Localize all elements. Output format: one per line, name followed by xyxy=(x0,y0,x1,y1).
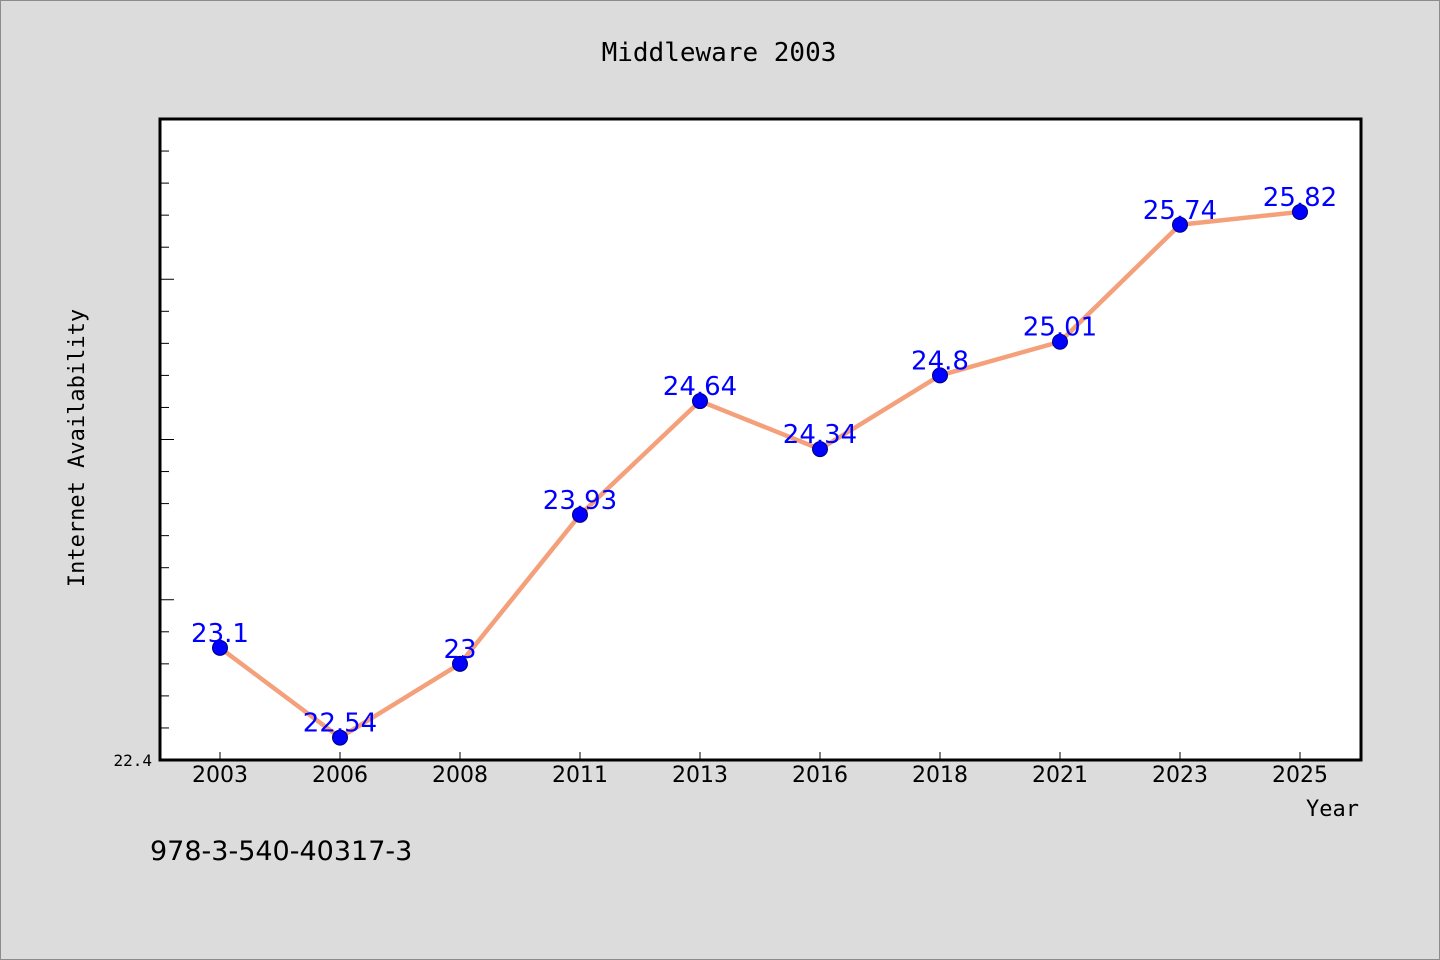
x-tick-label: 2018 xyxy=(912,763,968,788)
x-tick-label: 2003 xyxy=(192,763,248,788)
data-label: 22.54 xyxy=(303,709,377,739)
data-label: 23 xyxy=(443,635,476,665)
x-tick-label: 2006 xyxy=(312,763,368,788)
x-tick-label: 2016 xyxy=(792,763,848,788)
x-tick-label: 2025 xyxy=(1272,763,1328,788)
data-point xyxy=(212,639,228,656)
x-tick-label: 2008 xyxy=(432,763,488,788)
data-label: 23.93 xyxy=(543,486,617,516)
data-point xyxy=(932,367,948,384)
chart-title: Middleware 2003 xyxy=(602,38,837,68)
plot-area xyxy=(158,117,1363,762)
x-tick-label: 2013 xyxy=(672,763,728,788)
isbn-footnote: 978-3-540-40317-3 xyxy=(150,836,413,867)
data-label: 25.01 xyxy=(1023,313,1097,343)
data-point xyxy=(332,729,348,746)
series-line xyxy=(217,209,1303,740)
data-label: 24.8 xyxy=(911,346,969,376)
data-point xyxy=(692,393,708,410)
y-axis-ticks xyxy=(160,150,174,729)
data-point xyxy=(452,655,468,672)
x-axis-ticks: 2003 2006 2008 2011 2013 2016 2018 2021 2023 2025 xyxy=(192,752,1328,788)
data-label: 25.82 xyxy=(1263,183,1337,213)
y-axis-title: Internet Availability xyxy=(65,309,90,587)
x-tick-label: 2011 xyxy=(552,763,608,788)
data-point xyxy=(812,441,828,458)
data-point xyxy=(1172,216,1188,233)
series-layer: 23.1 22.54 23 23.93 24.64 24.34 24.8 25.01 25.74… xyxy=(191,183,1337,746)
data-point xyxy=(1292,203,1308,220)
x-tick-label: 2023 xyxy=(1152,763,1208,788)
data-label: 24.34 xyxy=(783,420,857,450)
y-tick-label: 22.4 xyxy=(113,751,152,770)
data-label: 25.74 xyxy=(1143,196,1217,226)
x-axis-title: Year xyxy=(1306,797,1359,822)
data-point xyxy=(572,506,588,523)
data-point xyxy=(1052,333,1068,350)
x-tick-label: 2021 xyxy=(1032,763,1088,788)
data-label: 23.1 xyxy=(191,619,249,649)
data-label: 24.64 xyxy=(663,372,737,402)
